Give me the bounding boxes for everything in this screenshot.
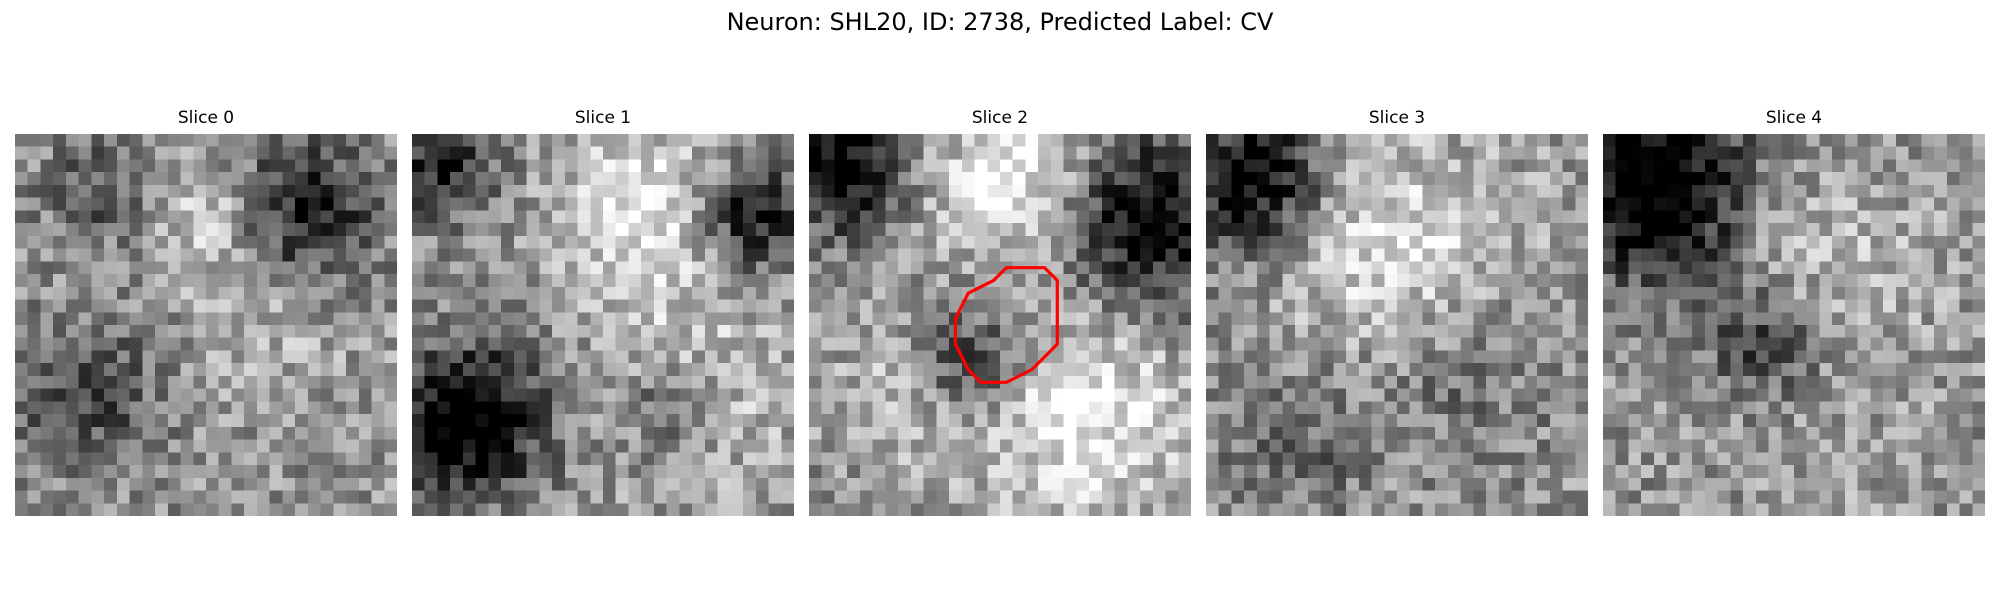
slice-panel-1: Slice 1 (412, 108, 794, 516)
roi-contour (953, 266, 1059, 384)
figure-title: Neuron: SHL20, ID: 2738, Predicted Label… (726, 8, 1274, 36)
slice-panel-0: Slice 0 (15, 108, 397, 516)
slice-image-0 (15, 134, 397, 516)
slice-title-1: Slice 1 (574, 108, 632, 128)
slice-panel-4: Slice 4 (1603, 108, 1985, 516)
slice-title-4: Slice 4 (1765, 108, 1823, 128)
slice-title-0: Slice 0 (177, 108, 235, 128)
slice-image-2 (809, 134, 1191, 516)
slice-panel-2: Slice 2 (809, 108, 1191, 516)
slice-image-4 (1603, 134, 1985, 516)
slice-image-1 (412, 134, 794, 516)
slice-title-3: Slice 3 (1368, 108, 1426, 128)
slice-title-2: Slice 2 (971, 108, 1029, 128)
slice-panel-3: Slice 3 (1206, 108, 1588, 516)
slice-image-3 (1206, 134, 1588, 516)
